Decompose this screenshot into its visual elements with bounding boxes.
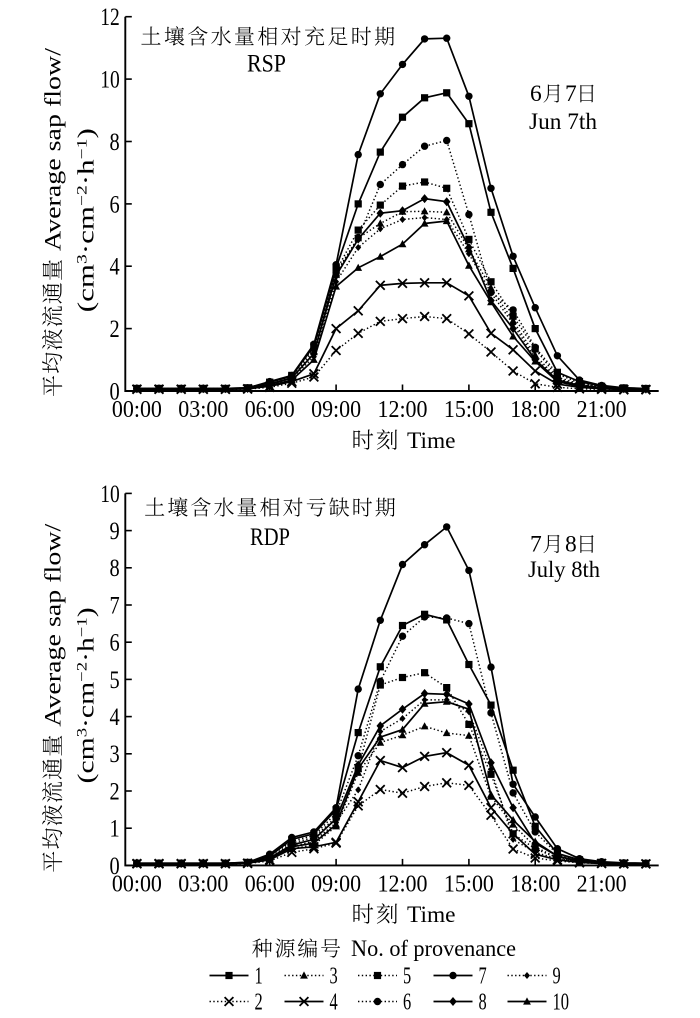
svg-text:03:00: 03:00 [178,397,228,423]
svg-text:10: 10 [100,67,120,94]
svg-text:09:00: 09:00 [311,871,361,897]
svg-text:6: 6 [403,990,411,1016]
svg-text:10: 10 [100,481,120,508]
svg-text:6: 6 [530,81,542,107]
svg-text:8: 8 [479,990,487,1016]
svg-text:00:00: 00:00 [112,871,162,897]
svg-text:21:00: 21:00 [577,397,627,423]
svg-text:1: 1 [110,816,120,843]
svg-text:10: 10 [553,990,570,1016]
svg-text:06:00: 06:00 [245,397,295,423]
svg-text:3: 3 [110,741,120,768]
svg-text:7: 7 [110,592,120,619]
svg-text:RSP: RSP [247,51,286,78]
svg-text:12:00: 12:00 [378,397,428,423]
svg-text:Time: Time [407,428,456,453]
svg-text:2: 2 [110,316,120,343]
svg-text:18:00: 18:00 [510,397,560,423]
svg-text:6: 6 [110,630,120,657]
svg-text:15:00: 15:00 [444,871,494,897]
svg-text:July 8th: July 8th [528,557,600,582]
svg-text:4: 4 [110,254,121,281]
svg-text:(cm3·cm−2·h−1): (cm3·cm−2·h−1) [74,607,99,783]
svg-text:00:00: 00:00 [112,397,162,423]
svg-text:1: 1 [255,964,263,990]
svg-text:Average sap flow/: Average sap flow/ [41,47,66,251]
svg-text:3: 3 [330,964,338,990]
svg-text:(cm3·cm−2·h−1): (cm3·cm−2·h−1) [74,128,99,312]
svg-text:15:00: 15:00 [444,397,494,423]
svg-text:0: 0 [110,853,120,880]
svg-text:8: 8 [565,532,577,558]
svg-text:9: 9 [110,518,120,545]
svg-text:2: 2 [255,990,263,1016]
svg-text:5: 5 [110,667,120,694]
svg-text:18:00: 18:00 [510,871,560,897]
svg-text:4: 4 [330,990,338,1016]
svg-text:7: 7 [565,81,577,107]
svg-text:12:00: 12:00 [378,871,428,897]
svg-text:Jun 7th: Jun 7th [529,109,598,134]
svg-text:6: 6 [110,191,120,218]
svg-text:8: 8 [110,555,120,582]
svg-text:9: 9 [553,964,561,990]
svg-text:Average sap flow/: Average sap flow/ [41,523,66,727]
svg-text:5: 5 [403,964,411,990]
svg-text:Time: Time [407,902,456,927]
svg-text:7: 7 [530,532,542,558]
svg-text:03:00: 03:00 [178,871,228,897]
svg-text:0: 0 [110,378,120,405]
svg-text:12: 12 [100,4,120,31]
svg-text:09:00: 09:00 [311,397,361,423]
svg-text:No. of provenance: No. of provenance [351,936,516,961]
svg-text:2: 2 [110,778,120,805]
svg-text:4: 4 [110,704,121,731]
svg-text:8: 8 [110,129,120,156]
svg-text:RDP: RDP [250,524,290,551]
svg-text:21:00: 21:00 [577,871,627,897]
svg-text:06:00: 06:00 [245,871,295,897]
svg-text:7: 7 [479,964,487,990]
